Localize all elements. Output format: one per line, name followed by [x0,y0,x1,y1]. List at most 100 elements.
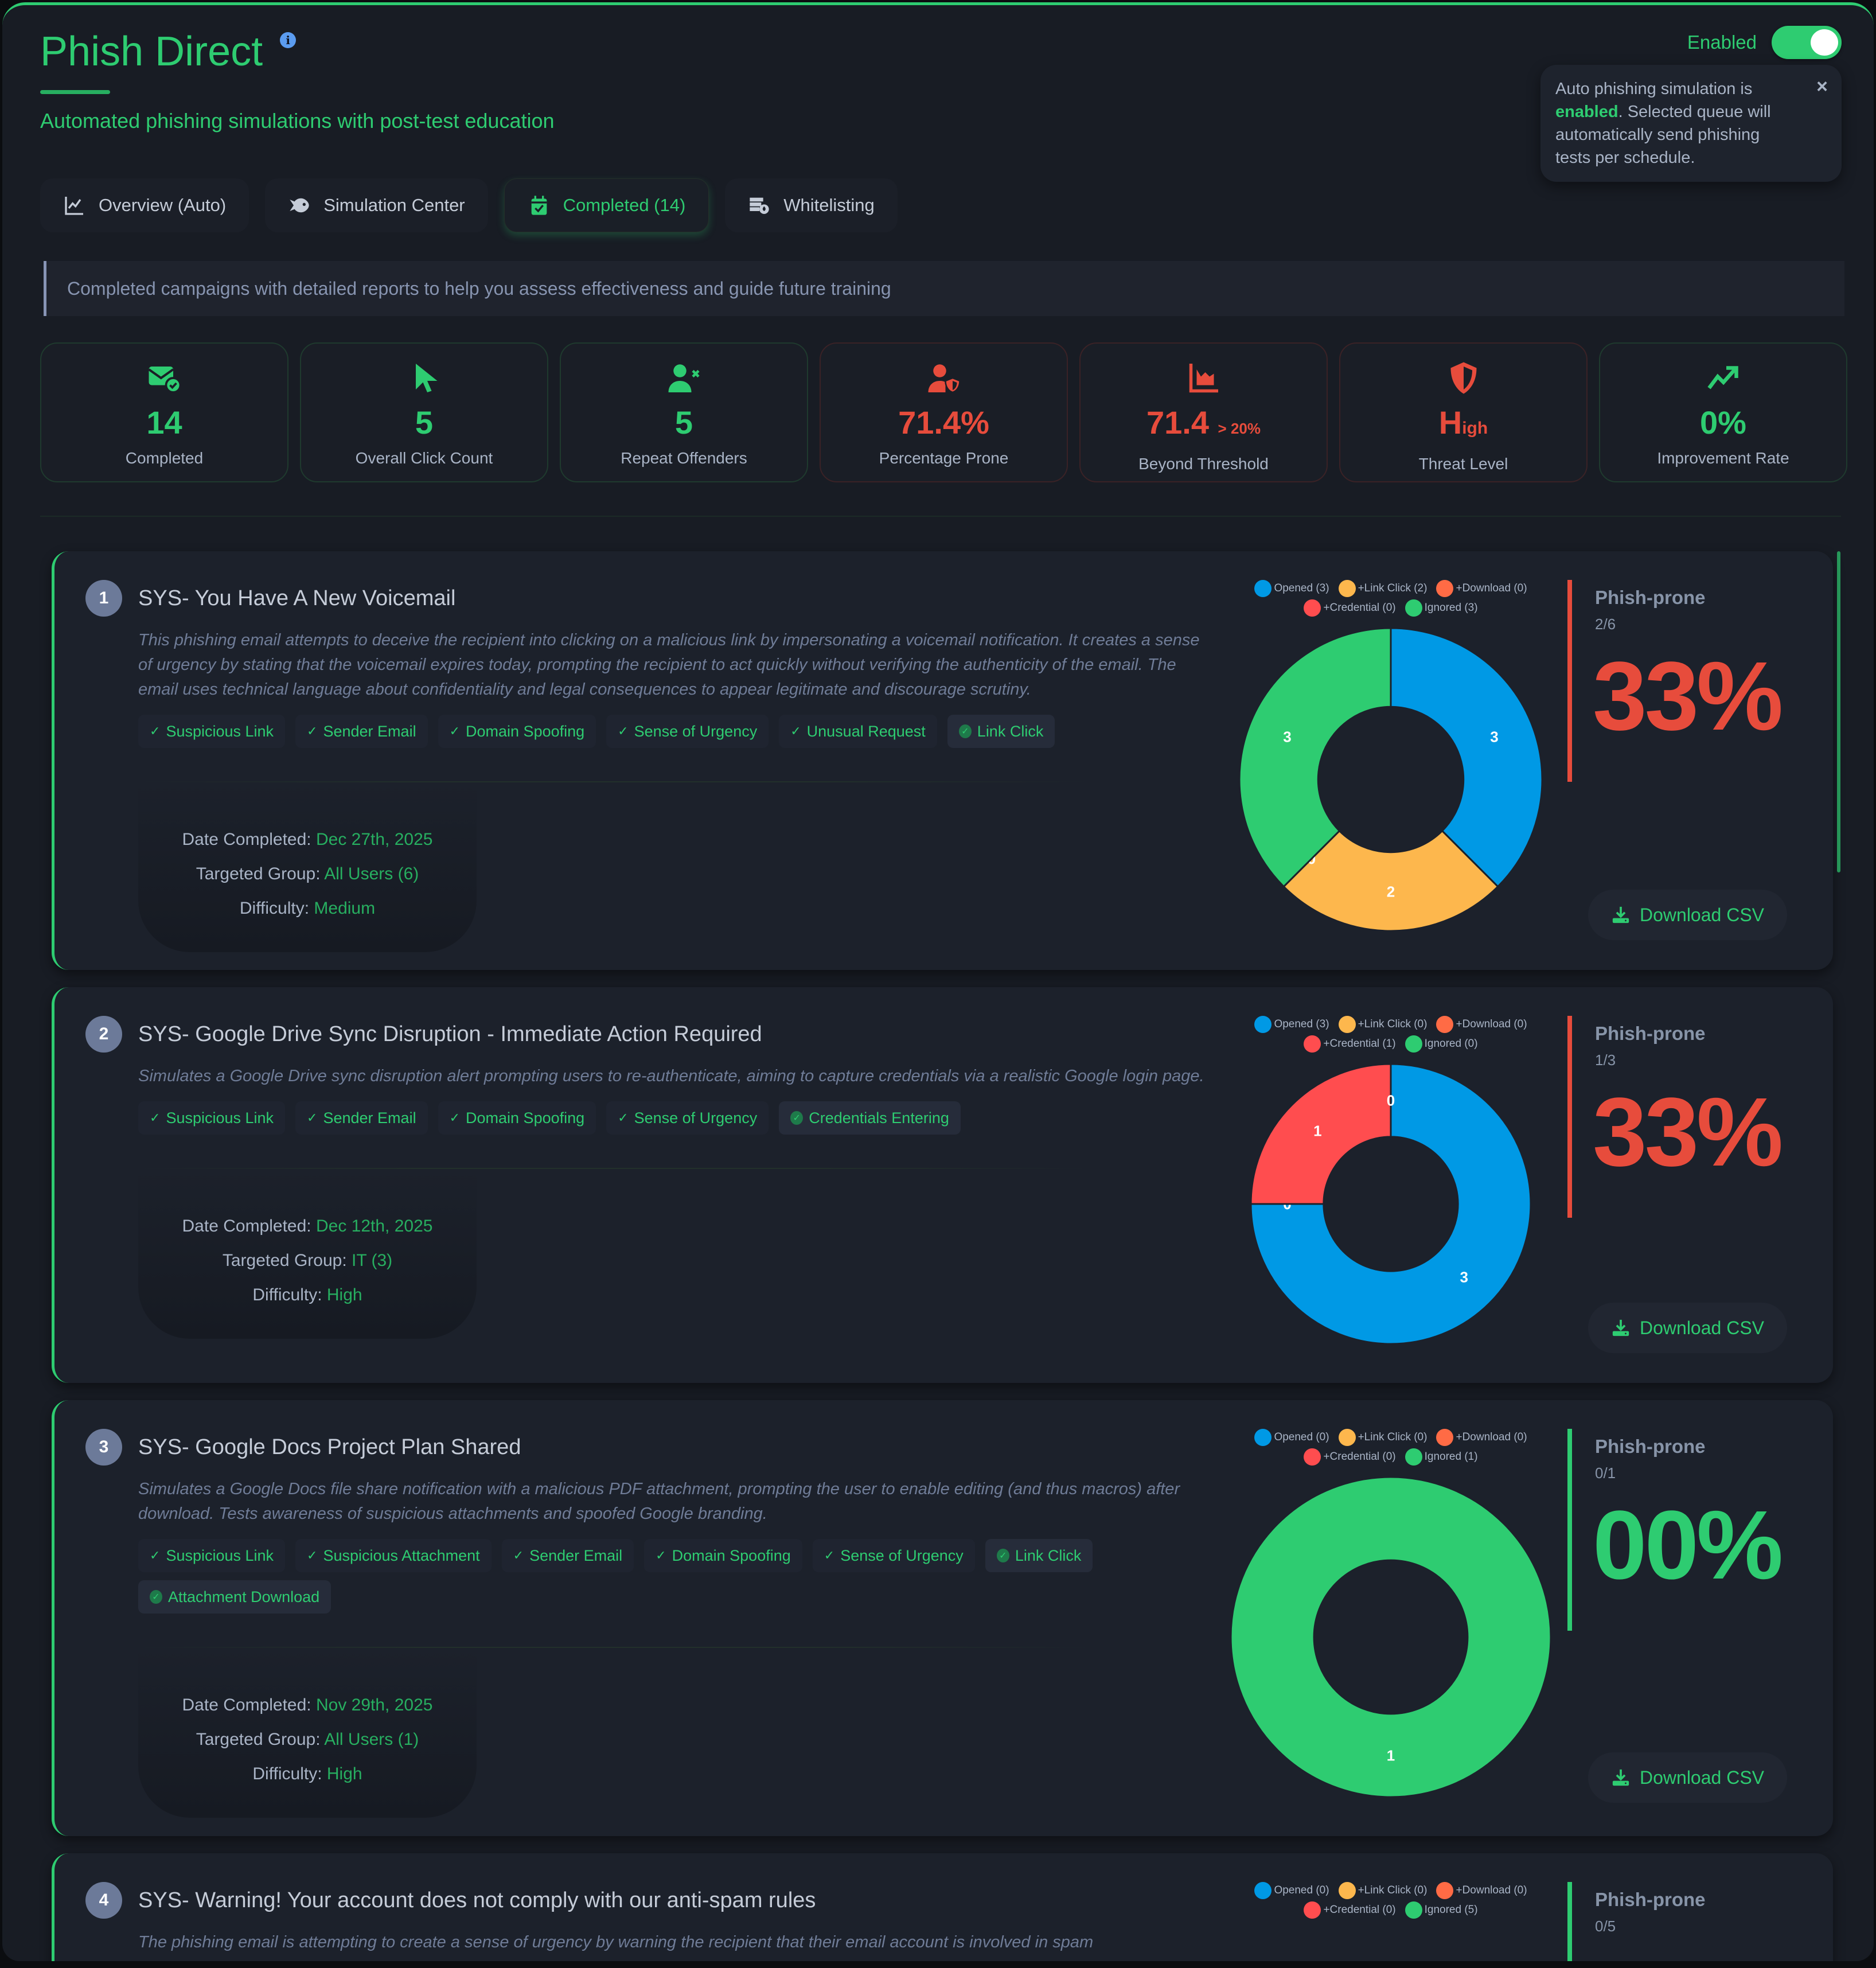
download-icon [1612,1319,1629,1336]
score-percent: 33% [1593,1078,1783,1187]
result-chart: Opened (0) +Link Click (0) +Download (0)… [1213,1882,1569,1919]
download-label: Download CSV [1640,904,1764,925]
check-circle-icon: ✓ [996,1549,1009,1562]
legend-item[interactable]: +Download (0) [1436,1882,1527,1899]
legend-item[interactable]: +Credential (1) [1304,1035,1396,1053]
donut-segment[interactable] [1390,627,1543,888]
tab-completed[interactable]: Completed (14) [504,178,709,232]
scrollbar-thumb[interactable] [1837,551,1840,872]
stat-label: Improvement Rate [1657,449,1789,467]
legend-item[interactable]: Opened (3) [1254,1016,1329,1033]
tab-simulation-center[interactable]: Simulation Center [265,178,488,232]
legend-label: +Link Click (0) [1358,1018,1428,1030]
campaign-header: 4 SYS- Warning! Your account does not co… [85,1882,1210,1919]
tab-overview[interactable]: Overview (Auto) [40,178,249,232]
stat-value: High [1439,406,1488,446]
close-icon[interactable]: × [1816,76,1828,98]
donut-segment[interactable] [1238,627,1392,888]
score-fraction: 2/6 [1595,615,1616,633]
stat-threshold: > 20% [1218,420,1261,437]
campaign-description: Simulates a Google Drive sync disruption… [138,1067,1204,1085]
meta-value: All Users (1) [324,1730,419,1749]
meta-value: Nov 29th, 2025 [315,1696,433,1714]
check-icon: ✓ [449,724,461,738]
legend-item[interactable]: Ignored (1) [1405,1448,1478,1466]
legend-item[interactable]: +Download (0) [1436,1016,1527,1033]
legend-label: Ignored (0) [1424,1038,1478,1050]
tag-label: Sense of Urgency [634,1109,758,1127]
chart-area-icon [1189,364,1218,393]
download-csv-button[interactable]: Download CSV [1588,1303,1787,1353]
stat-label: Completed [125,449,204,467]
legend-item[interactable]: Opened (0) [1254,1429,1329,1446]
campaign-title: SYS- Google Docs Project Plan Shared [138,1435,521,1459]
meta-value: IT (3) [352,1251,393,1270]
legend-item[interactable]: +Link Click (0) [1338,1882,1427,1899]
legend-item[interactable]: Ignored (0) [1405,1035,1478,1053]
download-icon [1612,1769,1629,1786]
toggle-label: Enabled [1687,32,1757,53]
check-icon: ✓ [307,1110,318,1125]
check-icon: ✓ [824,1548,835,1562]
download-csv-button[interactable]: Download CSV [1588,890,1787,940]
legend-item[interactable]: +Download (0) [1436,1429,1527,1446]
donut-segment[interactable] [1282,830,1499,932]
tag-label: Suspicious Link [166,1546,274,1564]
tag-label: Unusual Request [806,722,926,740]
segment-value-label: 1 [1313,1122,1321,1139]
check-icon: ✓ [307,1548,318,1562]
donut-segment[interactable] [1250,1063,1532,1345]
legend-item[interactable]: Opened (0) [1254,1882,1329,1899]
donut-chart: 30010 [1250,1063,1532,1345]
score-title: Phish-prone [1595,1889,1706,1910]
tag-label: Sender Email [323,722,416,740]
user-shield-icon [928,364,961,393]
legend-label: Opened (3) [1274,582,1329,594]
campaign-title: SYS- Warning! Your account does not comp… [138,1888,816,1912]
legend-item[interactable]: +Credential (0) [1304,1448,1396,1466]
campaign-meta: Date Completed: Dec 12th, 2025 Targeted … [138,1169,477,1339]
legend-label: +Credential (0) [1323,602,1396,614]
auto-simulation-toggle[interactable] [1772,26,1842,59]
donut-segment[interactable] [1230,1476,1552,1798]
check-icon: ✓ [150,1548,161,1562]
legend-item[interactable]: +Credential (0) [1304,599,1396,617]
fish-icon [290,198,309,213]
stat-label: Repeat Offenders [621,449,747,467]
meta-group: Targeted Group: All Users (1) [138,1723,477,1757]
phish-prone-score: Phish-prone 2/6 33% [1567,580,1797,782]
legend-item[interactable]: +Credential (0) [1304,1901,1396,1919]
campaign-details: 1 SYS- You Have A New Voicemail This phi… [85,580,1210,952]
legend-item[interactable]: Opened (3) [1254,580,1329,597]
meta-value: All Users (6) [324,864,419,883]
chart-legend: Opened (3) +Link Click (2) +Download (0)… [1230,580,1551,617]
campaign-title: SYS- Google Drive Sync Disruption - Imme… [138,1022,762,1046]
campaign-card: 1 SYS- You Have A New Voicemail This phi… [52,551,1833,970]
meta-label: Difficulty: [252,1764,322,1783]
stat-value-suffix: igh [1462,419,1488,438]
meta-label: Difficulty: [252,1285,322,1304]
meta-group: Targeted Group: IT (3) [138,1244,477,1278]
indicator-tag: ✓ Sense of Urgency [606,715,769,748]
legend-item[interactable]: +Link Click (0) [1338,1429,1427,1446]
indicator-tags: ✓ Suspicious Link ✓ Suspicious Attachment … [138,1539,1199,1614]
score-title: Phish-prone [1595,1436,1706,1457]
trend-up-icon [1707,366,1738,389]
phish-prone-score: Phish-prone 1/3 33% [1567,1016,1797,1218]
donut-segment[interactable] [1250,1063,1392,1205]
meta-date: Date Completed: Dec 12th, 2025 [138,1209,477,1244]
legend-item[interactable]: +Link Click (2) [1338,580,1427,597]
check-circle-icon: ✓ [150,1590,162,1604]
campaign-description: The phishing email is attempting to crea… [138,1933,1094,1951]
legend-item[interactable]: Ignored (3) [1405,599,1478,617]
tag-label: Domain Spoofing [672,1546,791,1564]
page-title-text: Phish Direct [40,29,263,75]
legend-label: Ignored (5) [1424,1904,1478,1916]
info-icon[interactable]: i [280,32,297,48]
download-csv-button[interactable]: Download CSV [1588,1752,1787,1803]
legend-item[interactable]: +Download (0) [1436,580,1527,597]
tab-whitelisting[interactable]: Whitelisting [725,178,898,232]
legend-item[interactable]: Ignored (5) [1405,1901,1478,1919]
legend-item[interactable]: +Link Click (0) [1338,1016,1428,1033]
